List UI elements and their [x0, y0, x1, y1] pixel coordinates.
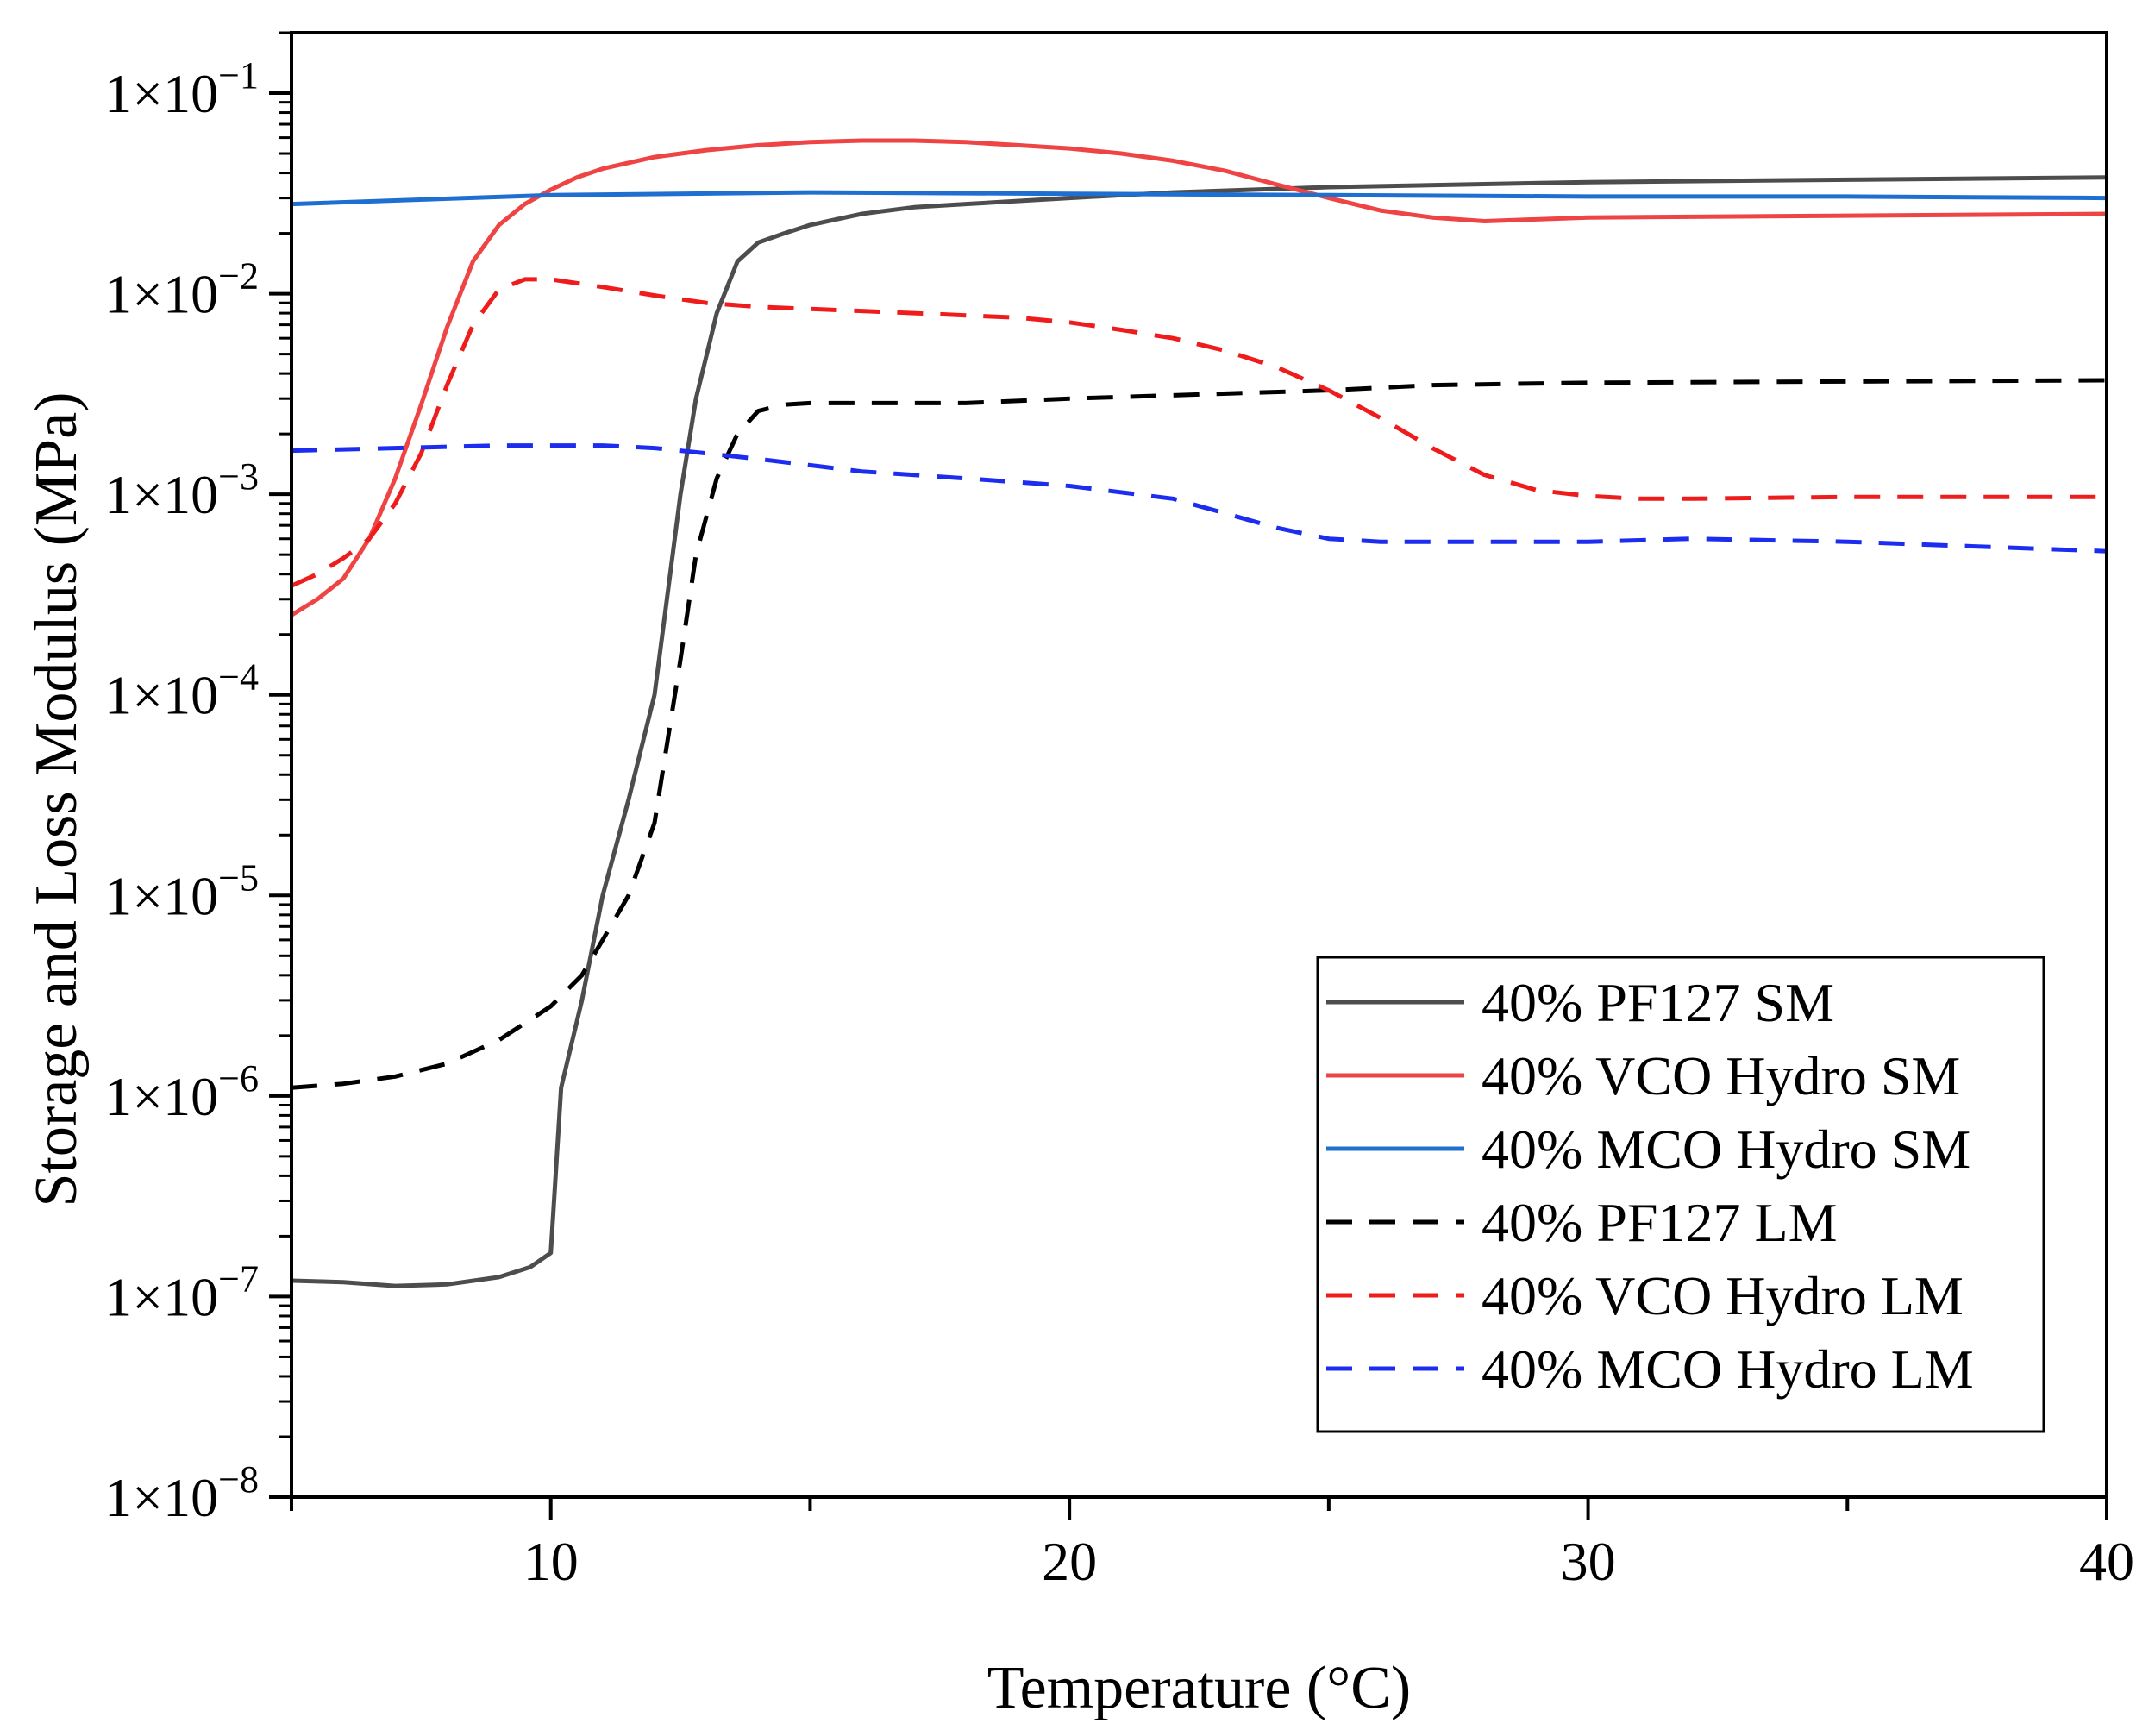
series-layer	[291, 138, 2107, 1288]
legend-label-3: 40% MCO Hydro SM	[1482, 1119, 1970, 1180]
legend-label-4: 40% PF127 LM	[1482, 1192, 1838, 1253]
y-tick-label: 1×10−5	[104, 856, 259, 926]
x-tick-label: 10	[523, 1531, 579, 1592]
axes-layer: 10 20 30 40 1×10−8 1×10−7 1×10−6 1×10−5 1×10−4 1×…	[23, 31, 2134, 1721]
y-axis-title: Storage and Loss Modulus (MPa)	[23, 392, 90, 1207]
legend-label-5: 40% VCO Hydro LM	[1482, 1265, 1964, 1326]
series-line-6	[291, 443, 2107, 554]
x-tick-label: 20	[1042, 1531, 1097, 1592]
x-axis-title: Temperature (°C)	[987, 1655, 1411, 1721]
legend-label-6: 40% MCO Hydro LM	[1482, 1338, 1974, 1400]
x-tick-label: 40	[2079, 1531, 2134, 1592]
y-tick-label: 1×10−3	[104, 455, 259, 525]
x-tick-label: 30	[1561, 1531, 1616, 1592]
y-tick-label: 1×10−1	[104, 54, 259, 124]
legend-label-2: 40% VCO Hydro SM	[1482, 1045, 1960, 1106]
y-tick-label: 1×10−2	[104, 255, 259, 325]
series-line-3	[291, 190, 2107, 207]
legend-box	[1316, 956, 2045, 1433]
series-line-4	[291, 378, 2107, 1090]
series-line-5	[291, 277, 2107, 588]
plot-frame	[290, 31, 2108, 1499]
series-line-2	[291, 138, 2107, 617]
legend: 40% PF127 SM 40% VCO Hydro SM 40% MCO Hydr…	[1316, 956, 2045, 1433]
y-tick-label: 1×10−8	[104, 1458, 259, 1528]
y-tick-label: 1×10−6	[104, 1057, 259, 1127]
y-tick-label: 1×10−4	[104, 656, 259, 726]
legend-label-1: 40% PF127 SM	[1482, 972, 1834, 1033]
y-tick-label: 1×10−7	[104, 1257, 259, 1327]
